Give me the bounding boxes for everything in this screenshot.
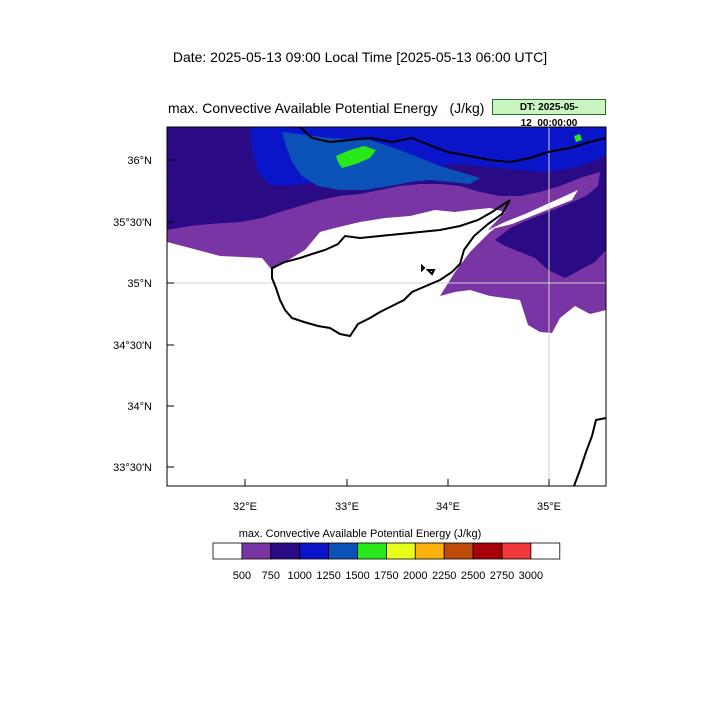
lat-label: 36°N bbox=[127, 155, 152, 167]
lon-label: 35°E bbox=[537, 501, 561, 513]
colorbar-label: 2000 bbox=[403, 570, 427, 582]
map-frame bbox=[166, 126, 607, 487]
colorbar-swatch bbox=[328, 542, 358, 560]
colorbar-label: 1500 bbox=[345, 570, 369, 582]
plot-title: max. Convective Available Potential Ener… bbox=[168, 100, 485, 116]
colorbar-swatch bbox=[299, 542, 330, 560]
lon-label: 34°E bbox=[436, 501, 460, 513]
colorbar-label: 750 bbox=[262, 570, 280, 582]
lat-axis bbox=[167, 159, 174, 468]
lon-label: 32°E bbox=[233, 501, 257, 513]
colorbar-swatch bbox=[414, 542, 445, 560]
island-small bbox=[421, 263, 426, 273]
colorbar-swatch bbox=[270, 542, 301, 560]
coastlines bbox=[271, 127, 606, 486]
lat-label: 35°30'N bbox=[113, 217, 152, 229]
colorbar-label: 2500 bbox=[461, 570, 485, 582]
lon-labels: 32°E 33°E 34°E 35°E bbox=[233, 501, 561, 513]
colorbar-label: 1250 bbox=[316, 570, 340, 582]
colorbar-label: 1750 bbox=[374, 570, 398, 582]
coastline-levant bbox=[573, 417, 606, 486]
colorbar-label: 2750 bbox=[490, 570, 514, 582]
cape-1500-patch bbox=[336, 146, 376, 168]
colorbar-swatch bbox=[443, 542, 474, 560]
cape-field bbox=[167, 127, 606, 333]
lat-label: 34°30'N bbox=[113, 340, 152, 352]
coastline-cyprus bbox=[271, 199, 511, 338]
colorbar bbox=[212, 542, 561, 560]
colorbar-label: 500 bbox=[233, 570, 251, 582]
lat-label: 35°N bbox=[127, 278, 152, 290]
colorbar-swatch bbox=[501, 542, 532, 560]
dt-badge: DT: 2025-05-12_00:00:00 bbox=[492, 99, 606, 129]
colorbar-swatch bbox=[241, 542, 272, 560]
lat-labels: 36°N 35°30'N 35°N 34°30'N 34°N 33°30'N bbox=[113, 155, 152, 474]
colorbar-label: 2250 bbox=[432, 570, 456, 582]
colorbar-labels: 500 750 1000 1250 1500 1750 2000 2250 2500 2750 30… bbox=[233, 570, 543, 582]
cape-below-500-lane bbox=[488, 190, 578, 230]
date-title: Date: 2025-05-13 09:00 Local Time [2025-… bbox=[172, 49, 548, 65]
cape-1250-region bbox=[282, 132, 480, 190]
colorbar-swatch bbox=[472, 542, 503, 560]
lat-label: 33°30'N bbox=[113, 462, 152, 474]
lat-label: 34°N bbox=[127, 401, 152, 413]
cape-1500-patch bbox=[574, 134, 582, 142]
coastline-turkey bbox=[299, 127, 606, 164]
colorbar-label: 1000 bbox=[287, 570, 311, 582]
colorbar-swatch bbox=[212, 542, 243, 560]
grid-lines bbox=[167, 127, 606, 486]
colorbar-swatch bbox=[357, 542, 387, 560]
colorbar-title: max. Convective Available Potential Ener… bbox=[238, 528, 482, 540]
lon-axis bbox=[244, 479, 550, 486]
colorbar-swatch bbox=[385, 542, 416, 560]
colorbar-label: 3000 bbox=[519, 570, 543, 582]
lon-label: 33°E bbox=[335, 501, 359, 513]
island-small bbox=[425, 269, 436, 276]
colorbar-swatch bbox=[530, 542, 561, 560]
